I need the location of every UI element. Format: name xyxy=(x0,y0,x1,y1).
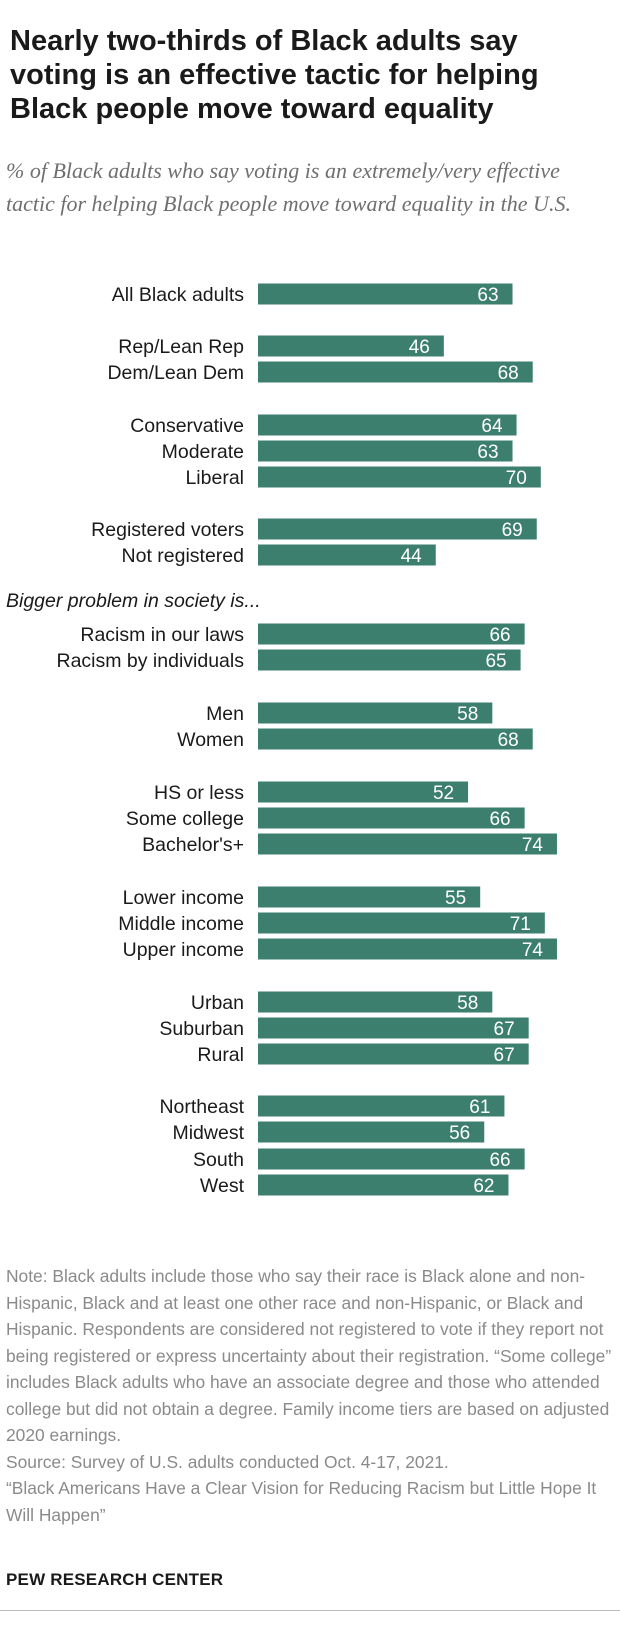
category-label-not-registered: Not registered xyxy=(122,545,244,567)
bar-conservative xyxy=(258,414,517,436)
value-label-lower-income: 55 xyxy=(445,888,466,909)
category-label-conservative: Conservative xyxy=(130,415,244,437)
category-label-urban: Urban xyxy=(191,992,244,1014)
bar-northeast xyxy=(258,1095,505,1117)
value-label-some-college: 66 xyxy=(489,809,510,830)
category-label-registered-voters: Registered voters xyxy=(91,519,244,541)
bar-all-black-adults xyxy=(258,283,513,305)
category-label-middle-income: Middle income xyxy=(118,913,244,935)
category-label-west: West xyxy=(200,1175,245,1197)
section-label: Bigger problem in society is... xyxy=(6,590,261,612)
value-label-racism-by-individuals: 65 xyxy=(485,651,506,672)
bar-chart: All Black adults 63 Rep/Lean Rep 46 Dem/Lean… xyxy=(6,283,557,1197)
value-label-south: 66 xyxy=(489,1150,510,1171)
bar-some-college xyxy=(258,807,525,829)
category-label-all-black-adults: All Black adults xyxy=(112,284,244,306)
value-label-midwest: 56 xyxy=(449,1123,470,1144)
value-label-bachelor-s: 74 xyxy=(522,835,544,856)
category-label-dem-lean-dem: Dem/Lean Dem xyxy=(107,362,244,384)
value-label-racism-in-our-laws: 66 xyxy=(489,625,510,646)
bar-midwest xyxy=(258,1121,485,1143)
category-label-suburban: Suburban xyxy=(159,1018,244,1040)
value-label-all-black-adults: 63 xyxy=(477,285,498,306)
bar-upper-income xyxy=(258,938,557,960)
chart-subtitle: % of Black adults who say voting is an e… xyxy=(6,158,571,216)
category-label-lower-income: Lower income xyxy=(123,887,244,909)
bar-suburban xyxy=(258,1017,529,1039)
category-label-upper-income: Upper income xyxy=(123,939,244,961)
source-text: Source: Survey of U.S. adults conducted … xyxy=(6,1451,449,1472)
bar-men xyxy=(258,702,493,724)
value-label-middle-income: 71 xyxy=(510,914,531,935)
value-label-rural: 67 xyxy=(494,1045,515,1066)
bar-registered-voters xyxy=(258,518,537,540)
value-label-women: 68 xyxy=(498,730,519,751)
value-label-liberal: 70 xyxy=(506,468,527,489)
bar-women xyxy=(258,728,533,750)
category-label-bachelor-s: Bachelor's+ xyxy=(142,834,244,856)
value-label-conservative: 64 xyxy=(481,416,503,437)
category-label-liberal: Liberal xyxy=(185,467,244,489)
value-label-urban: 58 xyxy=(457,993,478,1014)
bar-bachelor-s xyxy=(258,833,557,855)
bar-dem-lean-dem xyxy=(258,361,533,383)
value-label-northeast: 61 xyxy=(469,1097,490,1118)
value-label-suburban: 67 xyxy=(494,1019,515,1040)
bar-middle-income xyxy=(258,912,545,934)
chart-notes: Note: Black adults include those who say… xyxy=(6,1263,614,1528)
value-label-rep-lean-rep: 46 xyxy=(409,337,430,358)
value-label-upper-income: 74 xyxy=(522,940,544,961)
note-text: Note: Black adults include those who say… xyxy=(6,1266,612,1445)
category-label-midwest: Midwest xyxy=(172,1122,244,1144)
bar-liberal xyxy=(258,466,541,488)
bar-lower-income xyxy=(258,886,481,908)
category-label-moderate: Moderate xyxy=(162,441,244,463)
value-label-dem-lean-dem: 68 xyxy=(498,363,519,384)
bar-hs-or-less xyxy=(258,781,469,803)
bar-rural xyxy=(258,1043,529,1065)
value-label-registered-voters: 69 xyxy=(502,520,523,541)
category-label-women: Women xyxy=(177,729,244,751)
category-label-racism-in-our-laws: Racism in our laws xyxy=(80,624,244,646)
bar-not-registered xyxy=(258,544,436,566)
category-label-northeast: Northeast xyxy=(159,1096,244,1118)
bar-west xyxy=(258,1174,509,1196)
value-label-moderate: 63 xyxy=(477,442,498,463)
bar-rep-lean-rep xyxy=(258,335,444,357)
category-label-south: South xyxy=(193,1149,244,1171)
bar-racism-by-individuals xyxy=(258,649,521,671)
category-label-rep-lean-rep: Rep/Lean Rep xyxy=(118,336,244,358)
value-label-men: 58 xyxy=(457,704,478,725)
report-title: “Black Americans Have a Clear Vision for… xyxy=(6,1478,597,1525)
bar-urban xyxy=(258,991,493,1013)
bar-racism-in-our-laws xyxy=(258,623,525,645)
bar-moderate xyxy=(258,440,513,462)
bottom-divider xyxy=(0,1610,620,1611)
bar-south xyxy=(258,1148,525,1170)
value-label-hs-or-less: 52 xyxy=(433,783,454,804)
value-label-west: 62 xyxy=(473,1176,494,1197)
category-label-rural: Rural xyxy=(197,1044,244,1066)
category-label-men: Men xyxy=(206,703,244,725)
category-label-some-college: Some college xyxy=(126,808,244,830)
value-label-not-registered: 44 xyxy=(401,546,423,567)
category-label-racism-by-individuals: Racism by individuals xyxy=(57,650,245,672)
chart-title: Nearly two-thirds of Black adults say vo… xyxy=(10,25,539,125)
category-label-hs-or-less: HS or less xyxy=(154,782,244,804)
pew-logo-text: PEW RESEARCH CENTER xyxy=(6,1570,224,1589)
